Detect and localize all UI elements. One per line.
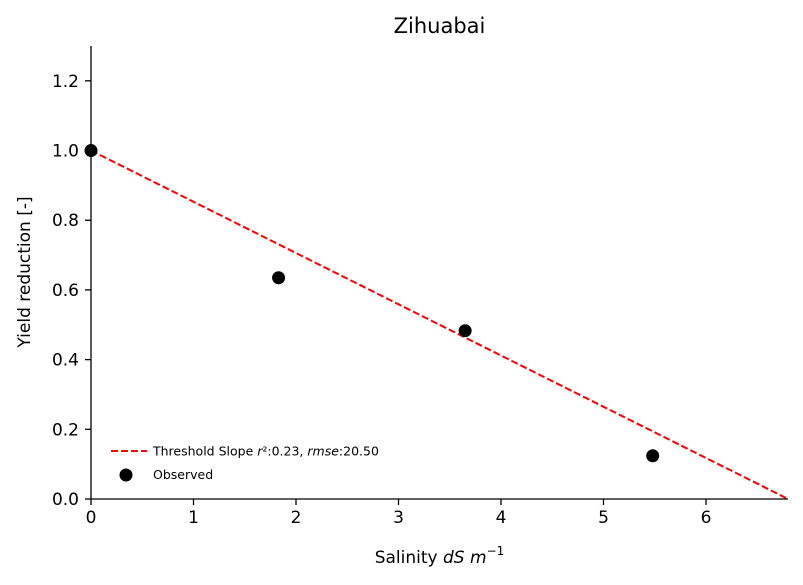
- observed-point: [272, 271, 286, 285]
- x-tick-label: 5: [598, 508, 609, 528]
- y-axis-ticks: 0.0 0.2 0.4 0.6 0.8 1.0 1.2: [52, 72, 91, 510]
- x-tick-label: 3: [393, 508, 404, 528]
- legend-line-label-part: ²:0.23,: [262, 444, 307, 459]
- y-tick-label: 1.2: [52, 72, 79, 92]
- x-tick-label: 4: [496, 508, 507, 528]
- x-axis-title-prefix: Salinity: [375, 548, 443, 568]
- y-axis-title: Yield reduction [-]: [15, 196, 35, 348]
- legend-line-label: Threshold Slope r²:0.23, rmse:20.50: [152, 444, 379, 459]
- x-tick-label: 6: [701, 508, 712, 528]
- x-axis-ticks: 0 1 2 3 4 5 6: [86, 499, 712, 528]
- y-tick-label: 0.6: [52, 281, 79, 301]
- x-tick-label: 1: [188, 508, 199, 528]
- legend-line-label-part: :20.50: [339, 444, 379, 459]
- x-axis-title-unit: dS m: [443, 548, 487, 568]
- y-tick-label: 0.8: [52, 211, 79, 231]
- y-tick-label: 0.2: [52, 420, 79, 440]
- y-tick-label: 0.4: [52, 351, 79, 371]
- plot-area: [84, 144, 789, 500]
- x-axis-title: Salinity dS m−1: [375, 544, 505, 568]
- legend-line-label-part: rmse: [307, 444, 339, 459]
- x-tick-label: 2: [291, 508, 302, 528]
- legend-marker-swatch: [119, 468, 133, 482]
- x-tick-label: 0: [86, 508, 97, 528]
- y-tick-label: 1.0: [52, 142, 79, 162]
- y-tick-label: 0.0: [52, 490, 79, 510]
- x-axis-title-exponent: −1: [487, 544, 505, 558]
- legend-line-label-part: Threshold Slope: [152, 444, 257, 459]
- observed-point: [646, 449, 660, 463]
- chart-title: Zihuabai: [394, 14, 486, 38]
- legend-observed-label: Observed: [153, 467, 213, 482]
- legend-line-label-part: r: [257, 444, 263, 459]
- observed-point: [458, 324, 472, 338]
- legend: Threshold Slope r²:0.23, rmse:20.50 Obse…: [111, 444, 379, 482]
